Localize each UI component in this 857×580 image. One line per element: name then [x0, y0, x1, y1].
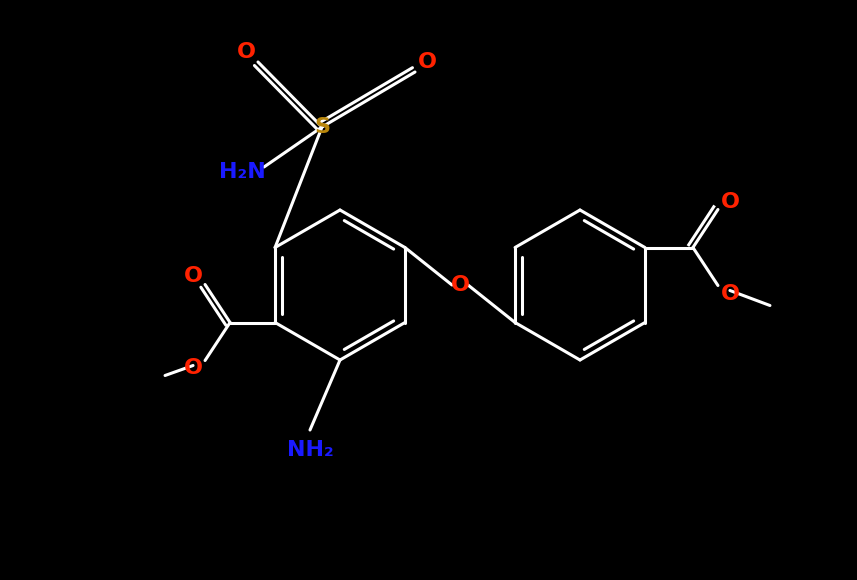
Text: S: S: [314, 117, 330, 137]
Text: O: O: [451, 275, 470, 295]
Text: O: O: [721, 191, 740, 212]
Text: O: O: [721, 284, 740, 303]
Text: O: O: [183, 266, 202, 287]
Text: O: O: [183, 358, 202, 379]
Text: NH₂: NH₂: [286, 440, 333, 460]
Text: O: O: [237, 42, 255, 62]
Text: O: O: [417, 52, 436, 72]
Text: H₂N: H₂N: [219, 162, 266, 182]
